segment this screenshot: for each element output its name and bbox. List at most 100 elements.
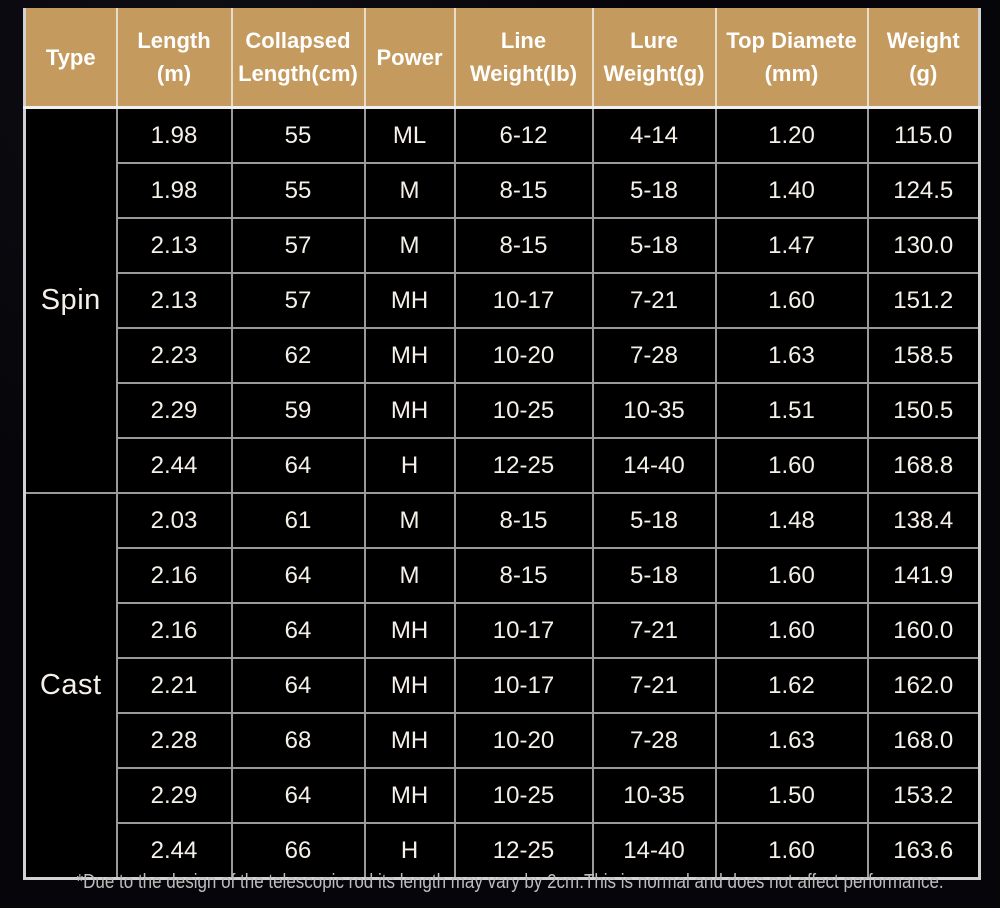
- data-cell: 61: [230, 492, 366, 549]
- data-cell: 12-25: [453, 437, 594, 494]
- data-cell: 7-28: [591, 712, 717, 769]
- data-cell: 6-12: [453, 106, 594, 164]
- data-cell: 1.98: [115, 106, 233, 164]
- data-cell: 10-25: [453, 767, 594, 824]
- data-cell: 14-40: [591, 437, 717, 494]
- table-row: Spin 1.98 55 ML 6-12 4-14 1.20 115.0: [23, 106, 981, 494]
- data-cell: 10-20: [453, 327, 594, 384]
- col-header-power: Power: [363, 8, 455, 109]
- header-row: Type Length (m) Collapsed Length(cm) Pow…: [24, 8, 980, 109]
- table-row: 2.28 68 MH 10-20 7-28 1.63 168.0: [25, 712, 981, 769]
- col-header-weight: Weight (g): [866, 8, 980, 109]
- data-cell: 1.50: [714, 767, 869, 824]
- footnote: *Due to the design of the telescopic rod…: [0, 869, 1000, 895]
- data-cell: 68: [230, 712, 366, 769]
- table-row: 2.23 62 MH 10-20 7-28 1.63 158.5: [25, 327, 981, 384]
- data-cell: 163.6: [866, 822, 981, 880]
- data-cell: 10-35: [591, 382, 717, 439]
- data-cell: 7-21: [591, 272, 717, 329]
- data-cell: 124.5: [866, 162, 981, 219]
- data-cell: 2.44: [115, 822, 233, 880]
- footnote-text: *Due to the design of the telescopic rod…: [76, 871, 944, 893]
- col-header-length: Length (m): [115, 8, 232, 109]
- data-cell: 5-18: [591, 217, 717, 274]
- table-row: 2.29 64 MH 10-25 10-35 1.50 153.2: [25, 767, 981, 824]
- data-cell: 2.44: [115, 437, 233, 494]
- data-cell: 10-17: [453, 602, 594, 659]
- data-cell: 130.0: [866, 217, 981, 274]
- data-cell: M: [363, 547, 456, 604]
- data-cell: 10-35: [591, 767, 717, 824]
- data-cell: 150.5: [866, 382, 981, 439]
- data-cell: 1.98: [115, 162, 233, 219]
- table-row: 2.44 66 H 12-25 14-40 1.60 163.6: [25, 822, 981, 880]
- data-cell: MH: [363, 382, 456, 439]
- data-cell: 55: [230, 106, 366, 164]
- type-cell-cast: Cast: [23, 492, 118, 880]
- table-row: Cast 2.03 61 M 8-15 5-18 1.48 138.4: [23, 492, 981, 880]
- data-cell: H: [363, 822, 456, 880]
- data-cell: 1.47: [714, 217, 869, 274]
- data-cell: 62: [230, 327, 366, 384]
- table-row: 2.44 64 H 12-25 14-40 1.60 168.8: [25, 437, 981, 494]
- data-cell: 2.29: [115, 767, 233, 824]
- data-cell: 115.0: [866, 106, 981, 164]
- data-cell: 158.5: [866, 327, 981, 384]
- data-cell: 138.4: [866, 492, 981, 549]
- data-cell: M: [363, 162, 456, 219]
- data-cell: 59: [230, 382, 366, 439]
- data-cell: 57: [230, 272, 366, 329]
- data-cell: 64: [230, 657, 366, 714]
- data-cell: 10-17: [453, 272, 594, 329]
- data-cell: 1.40: [714, 162, 869, 219]
- data-cell: 64: [230, 602, 366, 659]
- data-cell: MH: [363, 767, 456, 824]
- data-cell: MH: [363, 272, 456, 329]
- col-header-top-diameter: Top Diamete (mm): [714, 8, 868, 109]
- table-row: 2.16 64 MH 10-17 7-21 1.60 160.0: [25, 602, 981, 659]
- data-cell: 2.21: [115, 657, 233, 714]
- data-cell: 10-25: [453, 382, 594, 439]
- data-cell: 2.23: [115, 327, 233, 384]
- data-cell: 2.29: [115, 382, 233, 439]
- data-cell: 162.0: [866, 657, 981, 714]
- data-cell: 1.48: [714, 492, 869, 549]
- data-cell: 168.8: [866, 437, 981, 494]
- col-header-collapsed-length: Collapsed Length(cm): [230, 8, 365, 109]
- data-cell: 7-21: [591, 657, 717, 714]
- data-cell: 168.0: [866, 712, 981, 769]
- data-cell: 2.16: [115, 547, 233, 604]
- data-cell: 5-18: [591, 492, 717, 549]
- data-cell: MH: [363, 327, 456, 384]
- table-row: 1.98 55 M 8-15 5-18 1.40 124.5: [25, 162, 981, 219]
- type-cell-spin: Spin: [23, 106, 118, 494]
- col-header-line-weight: Line Weight(lb): [453, 8, 593, 109]
- data-cell: MH: [363, 657, 456, 714]
- data-cell: 8-15: [453, 492, 594, 549]
- data-cell: 4-14: [591, 106, 717, 164]
- data-cell: MH: [363, 712, 456, 769]
- data-cell: 66: [230, 822, 366, 880]
- data-cell: 1.20: [714, 106, 869, 164]
- data-cell: ML: [363, 106, 456, 164]
- data-cell: 57: [230, 217, 366, 274]
- col-header-type: Type: [24, 8, 117, 109]
- data-cell: 2.28: [115, 712, 233, 769]
- data-cell: 8-15: [453, 547, 594, 604]
- data-cell: 2.16: [115, 602, 233, 659]
- data-cell: 1.62: [714, 657, 869, 714]
- data-cell: 1.51: [714, 382, 869, 439]
- data-cell: 55: [230, 162, 366, 219]
- table-row: 2.21 64 MH 10-17 7-21 1.62 162.0: [25, 657, 981, 714]
- table-row: 2.16 64 M 8-15 5-18 1.60 141.9: [25, 547, 981, 604]
- data-cell: 64: [230, 547, 366, 604]
- data-cell: MH: [363, 602, 456, 659]
- data-cell: 12-25: [453, 822, 594, 880]
- data-cell: 7-28: [591, 327, 717, 384]
- table-row: 2.13 57 M 8-15 5-18 1.47 130.0: [25, 217, 981, 274]
- data-cell: 10-20: [453, 712, 594, 769]
- data-cell: 2.13: [115, 217, 233, 274]
- data-cell: 1.60: [714, 822, 869, 880]
- data-cell: 10-17: [453, 657, 594, 714]
